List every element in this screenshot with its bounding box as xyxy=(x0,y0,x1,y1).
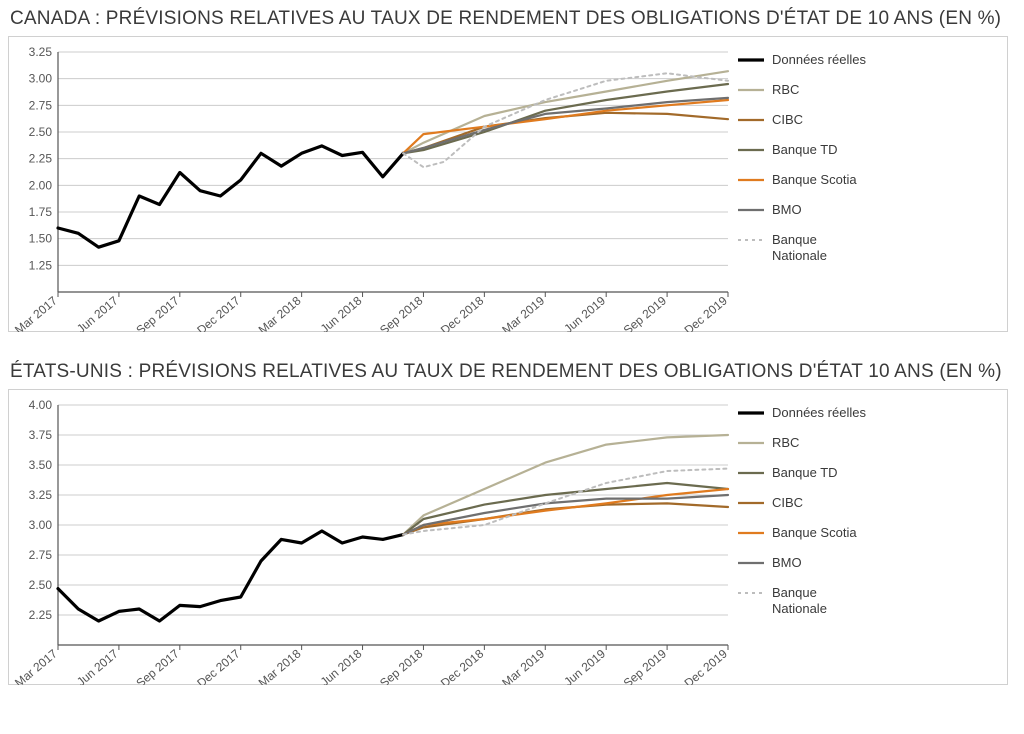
y-tick-label: 2.50 xyxy=(29,578,53,592)
y-tick-label: 2.00 xyxy=(29,178,53,192)
chart-title: CANADA : PRÉVISIONS RELATIVES AU TAUX DE… xyxy=(10,8,1016,30)
line-chart-svg: 1.251.501.752.002.252.502.753.003.25Mar … xyxy=(8,36,1008,332)
y-tick-label: 1.75 xyxy=(29,205,53,219)
y-tick-label: 3.50 xyxy=(29,458,53,472)
legend-label: Banque xyxy=(772,585,817,600)
page: { "charts": [ { "title": "CANADA : PRÉVI… xyxy=(0,0,1024,734)
legend-label: Nationale xyxy=(772,248,827,263)
line-chart-svg: 2.252.502.753.003.253.503.754.00Mar 2017… xyxy=(8,389,1008,685)
y-tick-label: 3.75 xyxy=(29,428,53,442)
panel-border xyxy=(9,37,1008,332)
legend-label: Banque Scotia xyxy=(772,172,857,187)
legend-label: BMO xyxy=(772,555,802,570)
legend-label: RBC xyxy=(772,435,799,450)
y-tick-label: 3.25 xyxy=(29,488,53,502)
y-tick-label: 2.75 xyxy=(29,98,53,112)
legend-label: Banque xyxy=(772,232,817,247)
y-tick-label: 4.00 xyxy=(29,398,53,412)
y-tick-label: 3.00 xyxy=(29,72,53,86)
chart-usa: ÉTATS-UNIS : PRÉVISIONS RELATIVES AU TAU… xyxy=(8,361,1016,690)
y-tick-label: 3.25 xyxy=(29,45,53,59)
chart-title: ÉTATS-UNIS : PRÉVISIONS RELATIVES AU TAU… xyxy=(10,361,1016,383)
y-tick-label: 2.25 xyxy=(29,608,53,622)
legend-label: Nationale xyxy=(772,601,827,616)
legend-label: Données réelles xyxy=(772,405,866,420)
legend-label: CIBC xyxy=(772,495,803,510)
chart-canada: CANADA : PRÉVISIONS RELATIVES AU TAUX DE… xyxy=(8,8,1016,337)
y-tick-label: 3.00 xyxy=(29,518,53,532)
legend-label: Banque Scotia xyxy=(772,525,857,540)
legend-label: CIBC xyxy=(772,112,803,127)
y-tick-label: 1.50 xyxy=(29,232,53,246)
y-tick-label: 2.75 xyxy=(29,548,53,562)
legend-label: RBC xyxy=(772,82,799,97)
y-tick-label: 2.25 xyxy=(29,152,53,166)
y-axis-ticks: 1.25 1.50 1.75 2.00 2.25 2.50 2.75 3.00 3.25 xyxy=(29,45,53,272)
legend-label: BMO xyxy=(772,202,802,217)
legend-label: Banque TD xyxy=(772,465,838,480)
legend-label: Données réelles xyxy=(772,52,866,67)
y-tick-label: 2.50 xyxy=(29,125,53,139)
panel-border xyxy=(9,390,1008,685)
y-tick-label: 1.25 xyxy=(29,258,53,272)
legend-label: Banque TD xyxy=(772,142,838,157)
